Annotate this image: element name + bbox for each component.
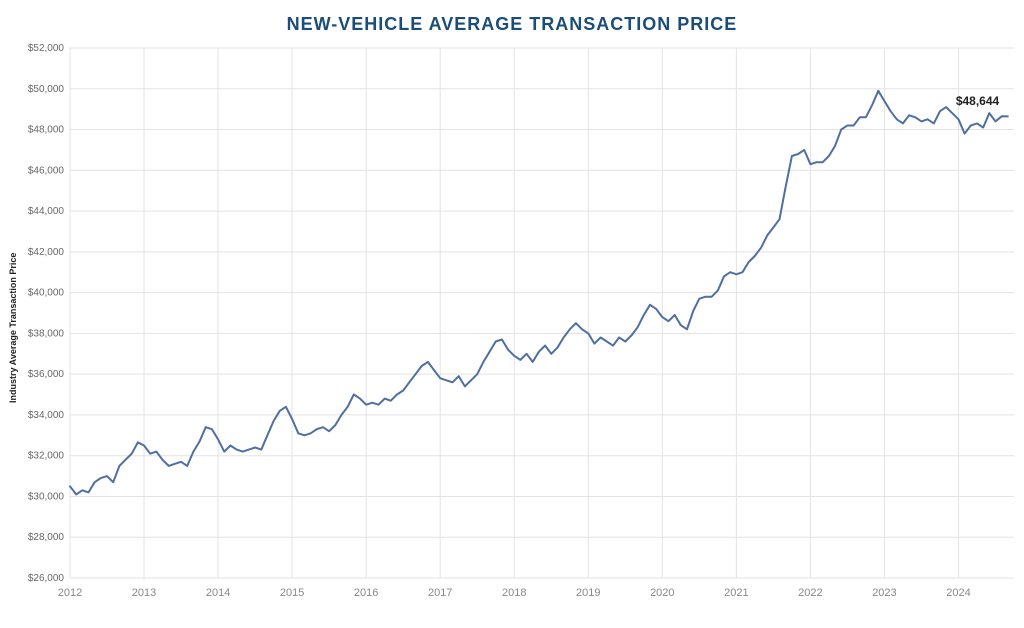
- y-tick-label: $36,000: [28, 369, 65, 380]
- x-tick-label: 2020: [650, 587, 674, 599]
- y-tick-label: $28,000: [28, 532, 65, 543]
- y-tick-label: $30,000: [28, 491, 65, 502]
- y-tick-label: $52,000: [28, 43, 65, 54]
- x-tick-label: 2013: [132, 587, 156, 599]
- x-tick-label: 2016: [354, 587, 378, 599]
- y-tick-label: $34,000: [28, 410, 65, 421]
- y-tick-label: $50,000: [28, 84, 65, 95]
- x-tick-label: 2018: [502, 587, 526, 599]
- y-tick-label: $26,000: [28, 573, 65, 584]
- y-tick-label: $46,000: [28, 165, 65, 176]
- y-tick-label: $42,000: [28, 247, 65, 258]
- y-tick-label: $38,000: [28, 328, 65, 339]
- x-tick-label: 2024: [946, 587, 970, 599]
- x-tick-label: 2021: [724, 587, 748, 599]
- last-point-label: $48,644: [956, 94, 999, 108]
- x-tick-label: 2017: [428, 587, 452, 599]
- x-tick-label: 2023: [872, 587, 896, 599]
- x-tick-label: 2022: [798, 587, 822, 599]
- y-tick-label: $40,000: [28, 288, 65, 299]
- x-tick-label: 2014: [206, 587, 230, 599]
- y-tick-label: $32,000: [28, 451, 65, 462]
- x-tick-label: 2015: [280, 587, 304, 599]
- chart-container: NEW-VEHICLE AVERAGE TRANSACTION PRICE In…: [0, 0, 1024, 628]
- x-tick-label: 2019: [576, 587, 600, 599]
- chart-svg: $26,000 $28,000 $30,000 $32,000 $34,000 $36,0…: [0, 0, 1024, 628]
- y-tick-label: $44,000: [28, 206, 65, 217]
- y-tick-label: $48,000: [28, 125, 65, 136]
- x-tick-label: 2012: [58, 587, 82, 599]
